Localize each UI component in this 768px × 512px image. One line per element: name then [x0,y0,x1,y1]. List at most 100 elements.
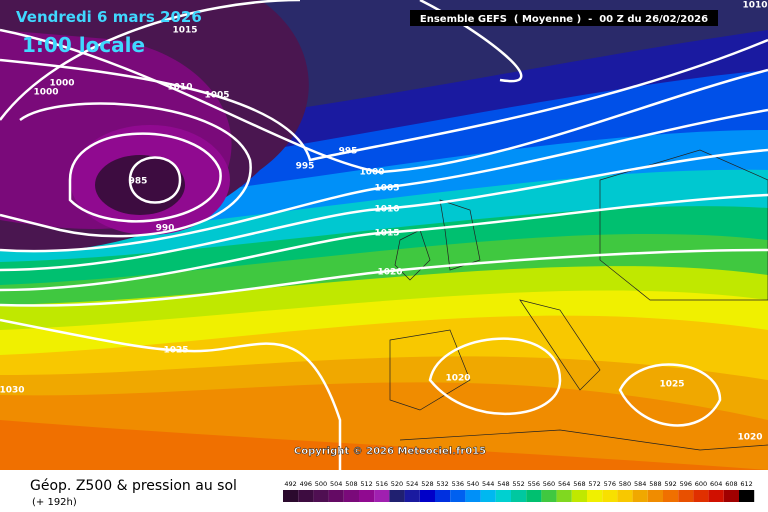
low-core [95,155,185,215]
isobar-label: 1015 [172,26,197,36]
colorbar-label: 580 [619,480,631,488]
colorbar-label: 516 [376,480,388,488]
colorbar-label: 492 [284,480,296,488]
isobar-label: 1005 [374,184,399,194]
colorbar-swatch [404,490,420,502]
colorbar-label: 544 [482,480,494,488]
colorbar-label: 512 [360,480,372,488]
isobar-label: 1020 [737,433,762,443]
colorbar-swatch [419,490,435,502]
colorbar-swatch [465,490,481,502]
colorbar-swatch [602,490,618,502]
colorbar-label: 596 [680,480,692,488]
colorbar-label: 508 [345,480,357,488]
footer-lead: (+ 192h) [32,497,77,508]
colorbar-label: 532 [436,480,448,488]
colorbar-label: 572 [588,480,600,488]
colorbar-label: 548 [497,480,509,488]
isobar-label: 1000 [359,168,384,178]
colorbar-label: 552 [512,480,524,488]
colorbar-label: 524 [406,480,418,488]
date-label: Vendredi 6 mars 2026 [16,8,202,26]
colorbar-swatch [298,490,314,502]
colorbar-swatch [693,490,709,502]
colorbar-label: 540 [467,480,479,488]
isobar [0,148,768,272]
colorbar-label: 592 [664,480,676,488]
isobar [0,108,768,253]
isobar [128,156,182,204]
colorbar-label: 588 [649,480,661,488]
isobar [0,248,768,307]
colorbar-swatch [647,490,663,502]
colorbar-label: 600 [695,480,707,488]
colorbar-swatch [678,490,694,502]
isobar-label: 1020 [445,374,470,384]
colorbar-swatch [663,490,679,502]
colorbar-swatch [495,490,511,502]
isobar [0,318,342,470]
colorbar-label: 584 [634,480,646,488]
colorbar-label: 560 [543,480,555,488]
colorbar-swatch [313,490,329,502]
colorbar-swatch [571,490,587,502]
colorbar-label: 504 [330,480,342,488]
model-box [410,10,718,26]
isobar-label: 995 [296,162,315,172]
colorbar-label: 536 [452,480,464,488]
colorbar-swatch [328,490,344,502]
colorbar-label: 612 [740,480,752,488]
isobar-label: 1010 [374,205,399,215]
isobar-label: 1025 [163,346,188,356]
isobar-label: 990 [156,224,175,234]
colorbar-swatch [359,490,375,502]
colorbar-swatch [587,490,603,502]
isobar [0,193,768,292]
colorbar-label: 528 [421,480,433,488]
model-info: Ensemble GEFS ( Moyenne ) - 00 Z du 26/0… [420,14,708,25]
colorbar-swatch [617,490,633,502]
colorbar-swatch [389,490,405,502]
colorbar-swatch [283,490,299,502]
colorbar-swatch [556,490,572,502]
isobar-label: 1020 [377,268,402,278]
colorbar-swatch [739,490,755,502]
isobar-label: 1010 [167,83,192,93]
map: Ensemble GEFS ( Moyenne ) - 00 Z du 26/0… [0,0,768,470]
colorbar-label: 556 [528,480,540,488]
colorbar-label: 520 [391,480,403,488]
isobar [0,28,768,174]
colorbar-swatch [511,490,527,502]
colorbar-swatch [343,490,359,502]
colorbar-label: 576 [604,480,616,488]
isobar-label: 1005 [204,91,229,101]
colorbar-swatch [435,490,451,502]
colorbar-label: 564 [558,480,570,488]
isobar [618,363,722,427]
colorbar-swatch [374,490,390,502]
isobar [0,38,768,162]
footer-title: Géop. Z500 & pression au sol [30,478,237,494]
isobar [0,102,252,238]
colorbar-label: 604 [710,480,722,488]
colorbar-swatch [632,490,648,502]
isobar-label: 1030 [0,386,25,396]
colorbar-swatch [723,490,739,502]
isobar [428,337,562,415]
isobar-label: 1010 [742,1,767,11]
time-label: 1:00 locale [22,33,145,57]
isobar-label: 1015 [374,229,399,239]
isobar-label: 985 [129,177,148,187]
colorbar-swatch [450,490,466,502]
colorbar-label: 500 [315,480,327,488]
colorbar-swatch [541,490,557,502]
isobar-label: 1000 [49,79,74,89]
colorbar-swatch [480,490,496,502]
isobar-label: 1025 [659,380,684,390]
colorbar-label: 608 [725,480,737,488]
colorbar-swatch [708,490,724,502]
colorbar-label: 568 [573,480,585,488]
colorbar: 492 496 500 504 508 512 516 520 524 528 532 536 540 5… [283,480,755,502]
copyright: Copyright © 2026 Meteociel.fr015 [294,446,486,457]
